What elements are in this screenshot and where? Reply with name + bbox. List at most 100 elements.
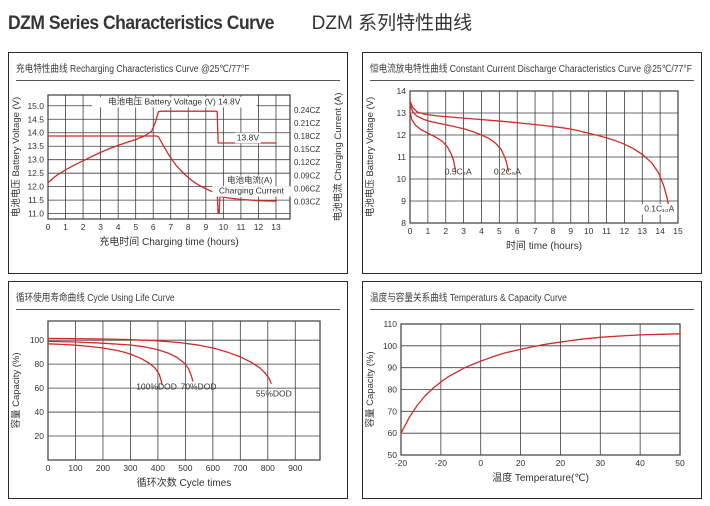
panel-header: 循环使用寿命曲线 Cycle Using Life Curve [16, 287, 340, 310]
svg-text:7: 7 [533, 226, 538, 236]
svg-text:14.0: 14.0 [27, 128, 44, 138]
svg-text:10: 10 [219, 222, 229, 232]
svg-text:12: 12 [397, 130, 407, 140]
panel-header-text: 循环使用寿命曲线 Cycle Using Life Curve [16, 293, 175, 304]
svg-text:8: 8 [186, 222, 191, 232]
svg-text:3: 3 [98, 222, 103, 232]
svg-text:1: 1 [425, 226, 430, 236]
svg-text:0.1C₁₀A: 0.1C₁₀A [644, 204, 674, 214]
svg-text:电池电压 Battery Voltage (V) 14.8: 电池电压 Battery Voltage (V) 14.8V [108, 96, 241, 106]
svg-text:7: 7 [168, 222, 173, 232]
svg-text:电池电流 Charging Current (A): 电池电流 Charging Current (A) [332, 93, 344, 222]
svg-text:700: 700 [233, 463, 247, 473]
svg-text:电池电压 Battery Voltage (V): 电池电压 Battery Voltage (V) [364, 97, 376, 217]
svg-text:13: 13 [397, 108, 407, 118]
svg-text:11.0: 11.0 [28, 209, 44, 219]
svg-text:0.15CZ: 0.15CZ [294, 145, 320, 154]
svg-text:6: 6 [515, 226, 520, 236]
svg-text:60: 60 [35, 383, 45, 393]
svg-text:40: 40 [635, 458, 645, 468]
svg-text:100: 100 [383, 341, 397, 351]
svg-text:11.5: 11.5 [28, 195, 44, 205]
svg-text:15: 15 [673, 226, 683, 236]
svg-text:800: 800 [261, 463, 275, 473]
svg-text:0: 0 [408, 226, 413, 236]
panel-recharging-characteristics: 充电特性曲线 Recharging Characteristics Curve … [8, 52, 348, 274]
svg-text:0.24CZ: 0.24CZ [294, 106, 320, 115]
panel-temperature-capacity: 温度与容量关系曲线 Temperaturs & Capacity Curve -… [362, 281, 702, 499]
svg-text:30: 30 [596, 458, 606, 468]
svg-text:13: 13 [638, 226, 648, 236]
page-title-chinese: DZM 系列特性曲线 [311, 13, 473, 34]
svg-text:Charging Current: Charging Current [219, 186, 285, 196]
svg-text:900: 900 [288, 463, 302, 473]
svg-text:1: 1 [63, 222, 68, 232]
svg-text:60: 60 [388, 428, 398, 438]
svg-text:4: 4 [479, 226, 484, 236]
svg-text:8: 8 [401, 218, 406, 228]
svg-text:50: 50 [388, 450, 398, 460]
svg-text:2: 2 [443, 226, 448, 236]
svg-text:8: 8 [551, 226, 556, 236]
svg-text:-20: -20 [395, 458, 408, 468]
svg-text:80: 80 [35, 359, 45, 369]
svg-text:0.03CZ: 0.03CZ [294, 198, 320, 207]
svg-text:0: 0 [478, 458, 483, 468]
svg-text:80: 80 [388, 385, 398, 395]
svg-text:2: 2 [81, 222, 86, 232]
svg-text:3: 3 [461, 226, 466, 236]
svg-text:12: 12 [620, 226, 630, 236]
svg-text:200: 200 [96, 463, 110, 473]
svg-text:0: 0 [46, 222, 51, 232]
panel-header: 恒电流放电特性曲线 Constant Current Discharge Cha… [370, 58, 694, 81]
svg-text:12.0: 12.0 [27, 182, 44, 192]
panel-header-text: 恒电流放电特性曲线 Constant Current Discharge Cha… [370, 64, 692, 75]
svg-text:5: 5 [497, 226, 502, 236]
svg-text:110: 110 [383, 319, 397, 329]
svg-text:20: 20 [35, 431, 45, 441]
svg-text:0.21CZ: 0.21CZ [294, 119, 320, 128]
panel-constant-current-discharge: 恒电流放电特性曲线 Constant Current Discharge Cha… [362, 52, 702, 274]
svg-text:0.18CZ: 0.18CZ [294, 132, 320, 141]
svg-text:13.0: 13.0 [27, 155, 44, 165]
svg-text:时间 time (hours): 时间 time (hours) [506, 239, 582, 252]
svg-text:0: 0 [46, 463, 51, 473]
svg-text:容量 Capacity (%): 容量 Capacity (%) [364, 351, 376, 427]
svg-text:10: 10 [584, 226, 594, 236]
svg-text:11: 11 [397, 152, 406, 162]
svg-text:13.5: 13.5 [27, 141, 44, 151]
svg-text:11: 11 [236, 222, 245, 232]
svg-text:9: 9 [568, 226, 573, 236]
svg-text:电池电压 Battery Voltage (V): 电池电压 Battery Voltage (V) [10, 97, 22, 217]
svg-text:70%DOD: 70%DOD [181, 381, 217, 391]
panel-header: 充电特性曲线 Recharging Characteristics Curve … [16, 58, 340, 81]
recharging-characteristics-chart: 0 1 2 3 4 5 6 7 8 9 10 11 12 1315.014.514.013.513.012… [10, 93, 344, 248]
svg-text:90: 90 [388, 363, 398, 373]
svg-text:0.09CZ: 0.09CZ [294, 171, 320, 180]
svg-text:15.0: 15.0 [27, 101, 44, 111]
svg-text:300: 300 [123, 463, 137, 473]
svg-text:9: 9 [401, 196, 406, 206]
svg-text:电池电流(A): 电池电流(A) [227, 175, 273, 185]
svg-text:14.5: 14.5 [27, 114, 44, 124]
svg-text:容量 Capacity (%): 容量 Capacity (%) [10, 352, 22, 428]
svg-text:20: 20 [516, 458, 526, 468]
svg-text:0.06CZ: 0.06CZ [294, 184, 320, 193]
svg-text:0.2C₅A: 0.2C₅A [494, 167, 521, 177]
svg-text:100%DOD: 100%DOD [136, 381, 177, 391]
svg-text:14: 14 [397, 86, 407, 96]
svg-text:13: 13 [271, 222, 281, 232]
page-title: DZM Series Characteristics Curve DZM 系列特… [8, 8, 472, 35]
panel-header-text: 充电特性曲线 Recharging Characteristics Curve … [16, 64, 250, 75]
svg-text:600: 600 [206, 463, 220, 473]
svg-text:10: 10 [397, 174, 407, 184]
svg-text:20: 20 [556, 458, 566, 468]
panel-header: 温度与容量关系曲线 Temperaturs & Capacity Curve [370, 287, 694, 310]
svg-text:100: 100 [30, 335, 44, 345]
svg-text:-20: -20 [435, 458, 448, 468]
svg-text:55%DOD: 55%DOD [256, 388, 292, 398]
svg-text:9: 9 [203, 222, 208, 232]
svg-text:5: 5 [133, 222, 138, 232]
svg-text:4: 4 [116, 222, 121, 232]
